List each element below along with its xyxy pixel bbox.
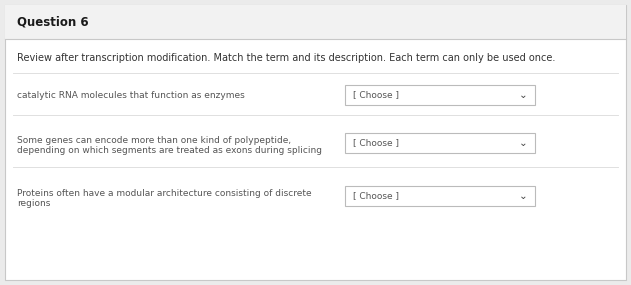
Text: Proteins often have a modular architecture consisting of discrete: Proteins often have a modular architectu…: [17, 189, 312, 198]
Text: Review after transcription modification. Match the term and its description. Eac: Review after transcription modification.…: [17, 53, 555, 63]
Bar: [345, 85, 535, 105]
Text: depending on which segments are treated as exons during splicing: depending on which segments are treated …: [17, 146, 322, 155]
Text: [ Choose ]: [ Choose ]: [353, 192, 399, 201]
Text: [ Choose ]: [ Choose ]: [353, 91, 399, 99]
Bar: [345, 133, 535, 153]
Bar: [5, 5, 626, 39]
Bar: [345, 186, 535, 206]
Text: [ Choose ]: [ Choose ]: [353, 139, 399, 148]
Text: Some genes can encode more than one kind of polypeptide,: Some genes can encode more than one kind…: [17, 136, 291, 145]
Text: ⌄: ⌄: [519, 138, 528, 148]
Text: ⌄: ⌄: [519, 90, 528, 100]
Text: Question 6: Question 6: [17, 15, 88, 28]
Text: catalytic RNA molecules that function as enzymes: catalytic RNA molecules that function as…: [17, 91, 245, 99]
Text: regions: regions: [17, 199, 50, 208]
Text: ⌄: ⌄: [519, 191, 528, 201]
